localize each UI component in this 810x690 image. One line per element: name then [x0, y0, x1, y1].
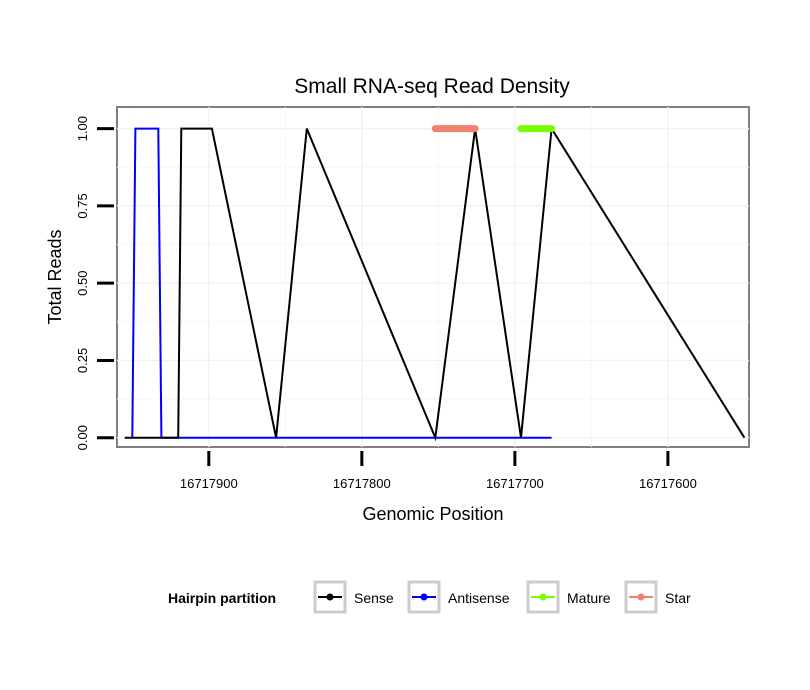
legend-item-mature: Mature [526, 580, 611, 614]
legend-key-dot [539, 593, 547, 601]
y-tick-label: 0.50 [75, 271, 90, 296]
legend-key-dot [326, 593, 334, 601]
series-line-sense [124, 125, 746, 442]
y-axis-label: Total Reads [45, 229, 65, 324]
x-tick-label: 16717800 [333, 476, 391, 491]
legend-key-dot [420, 593, 428, 601]
chart-title: Small RNA-seq Read Density [294, 75, 570, 98]
x-tick-label: 16717600 [639, 476, 697, 491]
x-tick-label: 16717900 [180, 476, 238, 491]
x-axis-label: Genomic Position [362, 504, 503, 524]
legend-label: Star [665, 590, 691, 606]
y-tick-label: 1.00 [75, 116, 90, 141]
series-lines [124, 125, 746, 442]
legend-label: Antisense [448, 590, 510, 606]
series-line-antisense [131, 127, 552, 439]
y-tick-label: 0.25 [75, 348, 90, 373]
y-tick-label: 0.75 [75, 193, 90, 218]
y-tick-label: 0.00 [75, 425, 90, 450]
legend-key-dot [637, 593, 645, 601]
y-axis-ticks: 0.00 0.25 0.50 0.75 1.00 [75, 116, 114, 450]
legend-label: Sense [354, 590, 394, 606]
legend-title: Hairpin partition [168, 590, 276, 606]
legend: Hairpin partition Sense Antisense Mature St… [168, 580, 691, 614]
legend-item-star: Star [624, 580, 691, 614]
legend-label: Mature [567, 590, 611, 606]
x-axis-ticks: 16717900 16717800 16717700 16717600 [180, 451, 697, 491]
legend-item-sense: Sense [313, 580, 394, 614]
plot-panel [116, 106, 750, 448]
x-tick-label: 16717700 [486, 476, 544, 491]
legend-item-antisense: Antisense [407, 580, 510, 614]
